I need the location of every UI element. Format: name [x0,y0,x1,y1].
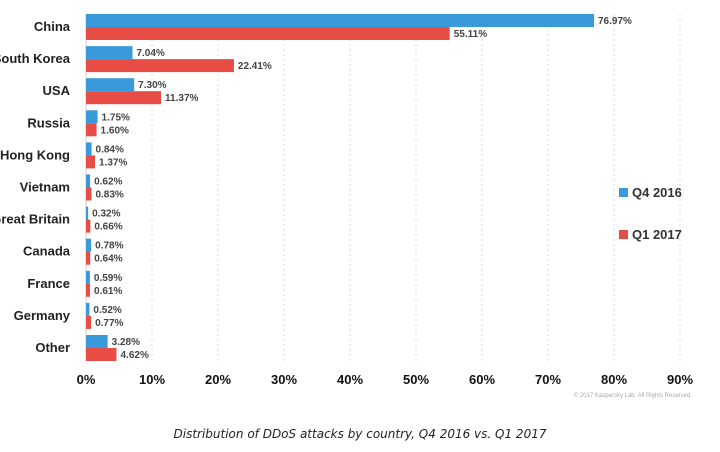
bar-q1-2017 [86,348,117,361]
data-label: 22.41% [238,61,272,72]
chart-caption: Distribution of DDoS attacks by country,… [173,427,547,441]
bar-q1-2017 [86,283,91,297]
x-tick-label: 60% [469,372,495,387]
legend-swatch [619,230,628,239]
bar-q4-2016 [86,14,595,27]
bar-chart: 76.97% 55.11% 7.04% 22.41% 7.30% 11.37% 1.75% 1… [0,14,694,387]
data-label: 0.77% [95,318,123,329]
category-labels: China South Korea USA Russia Hong Kong Vietna… [0,19,71,355]
data-label: 7.30% [138,80,166,91]
bar-q1-2017 [86,91,162,105]
legend: Q4 2016 Q1 2017 [619,185,682,242]
data-label: 0.66% [94,222,122,233]
bar-q4-2016 [86,110,98,124]
category-label: Hong Kong [0,147,70,162]
data-label: 0.83% [95,190,123,201]
category-label: Canada [23,244,71,259]
bar-q1-2017 [86,123,97,137]
bar-q4-2016 [86,335,108,348]
x-tick-label: 90% [667,372,693,387]
bar-q4-2016 [86,238,92,252]
data-label: 0.59% [94,273,122,284]
bar-q1-2017 [86,315,92,329]
data-label: 0.78% [95,241,123,252]
data-label: 1.60% [101,125,129,136]
data-label: 0.32% [92,209,120,220]
data-label: 7.04% [136,48,164,59]
data-label: 55.11% [454,29,487,40]
data-label: 1.75% [102,112,130,123]
x-tick-label: 40% [337,372,363,387]
bar-q1-2017 [86,59,234,73]
bar-q1-2017 [86,155,96,169]
bar-q4-2016 [86,270,90,284]
bar-q4-2016 [86,206,89,220]
category-label: Russia [27,115,70,130]
category-label: Other [35,340,70,355]
bar-q1-2017 [86,27,450,40]
bar-q4-2016 [86,78,135,92]
bar-q1-2017 [86,251,91,265]
data-label: 0.62% [94,177,122,188]
data-label: 1.37% [99,157,127,168]
x-tick-label: 80% [601,372,627,387]
data-label: 11.37% [165,93,198,104]
category-label: USA [43,83,71,98]
bar-q4-2016 [86,302,90,316]
data-label: 0.84% [96,144,124,155]
category-label: Great Britain [0,212,70,227]
x-tick-label: 70% [535,372,561,387]
x-tick-label: 30% [271,372,297,387]
data-label: 0.64% [94,254,122,265]
x-tick-label: 0% [77,372,96,387]
x-tick-label: 10% [139,372,165,387]
copyright-text: © 2017 Kaspersky Lab. All Rights Reserve… [573,393,692,399]
category-label: Germany [14,308,71,323]
bar-q1-2017 [86,219,91,233]
bar-q1-2017 [86,187,92,201]
data-label: 3.28% [112,337,140,348]
legend-label: Q4 2016 [632,185,682,200]
bar-q4-2016 [86,174,91,188]
x-tick-label: 20% [205,372,231,387]
category-label: France [27,276,70,291]
category-label: China [34,19,71,34]
legend-label: Q1 2017 [632,227,682,242]
bar-q4-2016 [86,142,92,156]
bars: 76.97% 55.11% 7.04% 22.41% 7.30% 11.37% 1.75% 1… [86,14,632,361]
x-tick-label: 50% [403,372,429,387]
data-label: 76.97% [598,16,632,27]
data-label: 0.61% [94,286,122,297]
data-label: 0.52% [93,305,121,316]
category-label: Vietnam [20,180,70,195]
bar-q4-2016 [86,46,133,60]
x-tick-labels: 0% 10% 20% 30% 40% 50% 60% 70% 80% 90% [77,372,694,387]
legend-swatch [619,188,628,197]
category-label: South Korea [0,51,71,66]
data-label: 4.62% [120,350,148,361]
